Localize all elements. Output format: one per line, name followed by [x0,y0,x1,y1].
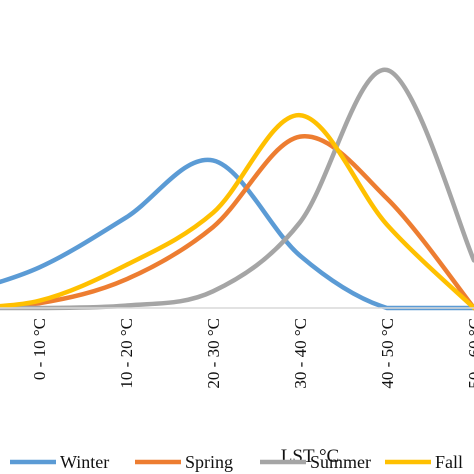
legend: Winter Spring Summer Fall [10,452,463,472]
legend-label-winter: Winter [60,452,109,472]
x-tick-label: 30 - 40 °C [291,318,310,389]
series-layer [0,67,474,311]
x-tick-label: 0 - 10 °C [30,318,49,380]
x-tick-labels: -10 - 0 °C0 - 10 °C10 - 20 °C20 - 30 °C3… [30,318,474,389]
legend-label-fall: Fall [435,452,463,472]
x-tick-label: 50 - 60 °C [465,318,474,389]
legend-label-spring: Spring [185,452,233,472]
legend-label-summer: Summer [310,452,371,472]
x-tick-label: 40 - 50 °C [378,318,397,389]
series-line-fall [0,112,474,311]
series-line-spring [0,134,474,311]
series-line-summer [0,67,474,311]
x-tick-label: 10 - 20 °C [117,318,136,389]
x-tick-label: 20 - 30 °C [204,318,223,389]
